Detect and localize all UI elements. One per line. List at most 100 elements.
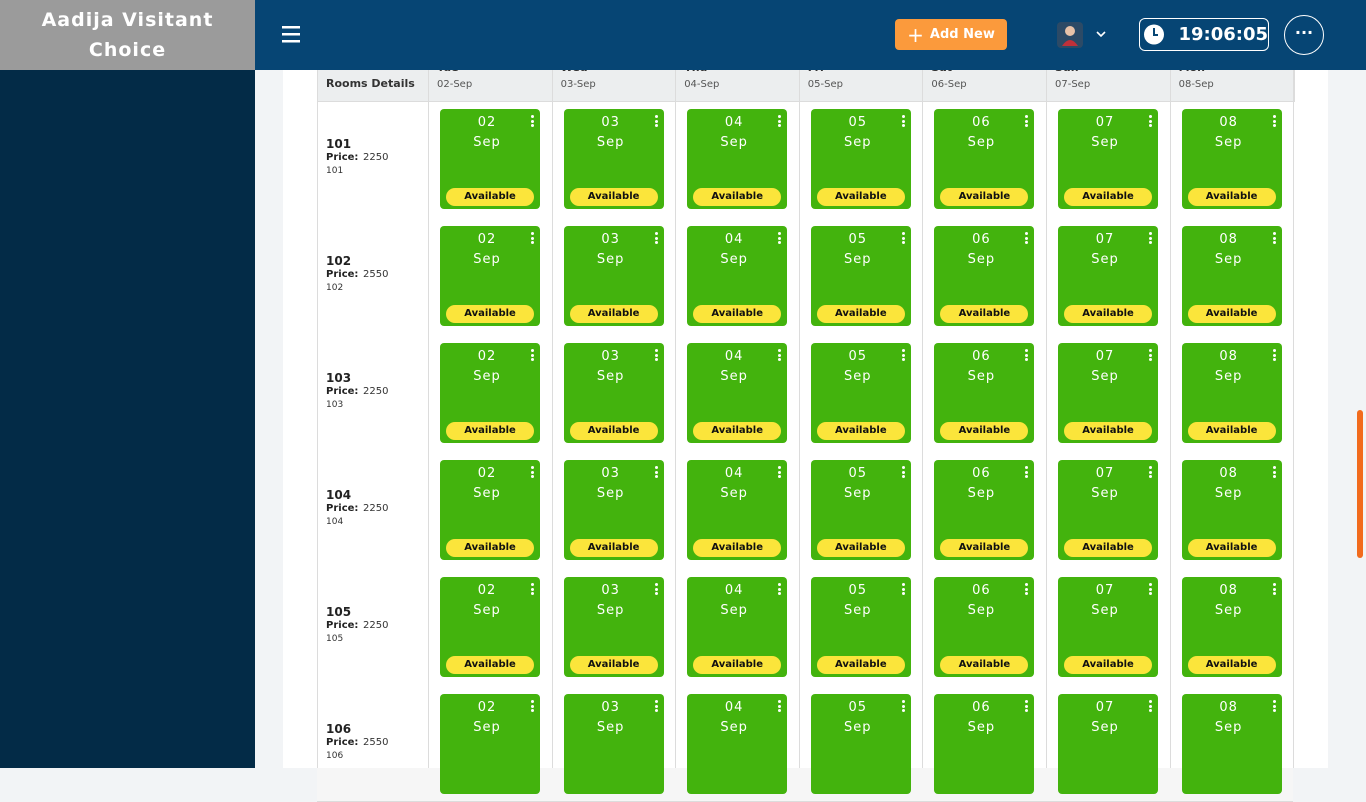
cell-day: 03	[601, 700, 620, 715]
date-cell[interactable]: 07 Sep Available	[1058, 226, 1158, 326]
cell-menu	[1272, 115, 1276, 129]
column-date: 02-Sep	[437, 79, 473, 90]
date-cell[interactable]: 03 Sep	[563, 694, 664, 794]
scrollbar-thumb[interactable]	[1357, 410, 1363, 558]
cell-month: Sep	[473, 369, 501, 384]
date-cell[interactable]: 03 Sep Available	[563, 343, 664, 443]
status-badge: Available	[1187, 305, 1276, 323]
cell-month: Sep	[844, 720, 872, 735]
cell-month: Sep	[596, 252, 625, 267]
cell-day: 02	[477, 466, 497, 481]
date-cell[interactable]: 04 Sep Available	[687, 226, 788, 326]
date-cell[interactable]: 08 Sep	[1181, 694, 1282, 794]
date-cell[interactable]: 06 Sep Available	[934, 577, 1035, 677]
cell-day: 04	[724, 115, 744, 130]
user-menu[interactable]	[1057, 21, 1113, 49]
cell-month: Sep	[720, 369, 748, 384]
cell-month: Sep	[596, 369, 625, 384]
date-cell[interactable]: 05 Sep Available	[810, 226, 911, 326]
cell-day: 04	[724, 700, 744, 715]
date-cell[interactable]: 08 Sep Available	[1181, 109, 1282, 209]
room-code: 106	[326, 751, 344, 761]
date-cell[interactable]: 03 Sep Available	[563, 460, 664, 560]
date-cell[interactable]: 02 Sep Available	[440, 343, 540, 443]
date-cell[interactable]: 03 Sep Available	[563, 109, 664, 209]
status-badge: Available	[446, 188, 534, 206]
add-new-label: Add New	[929, 27, 995, 42]
date-cell[interactable]: 04 Sep Available	[687, 343, 788, 443]
date-cell[interactable]: 05 Sep Available	[810, 343, 911, 443]
menu-button[interactable]	[282, 25, 300, 43]
cell-menu	[654, 349, 658, 363]
room-name: 104	[326, 488, 352, 502]
date-cell[interactable]: 05 Sep Available	[810, 460, 911, 560]
cell-day: 07	[1095, 583, 1115, 598]
cell-day: 06	[972, 700, 991, 715]
date-cell[interactable]: 04 Sep Available	[687, 577, 788, 677]
date-cell[interactable]: 07 Sep Available	[1058, 109, 1158, 209]
date-cell[interactable]: 05 Sep	[810, 694, 911, 794]
date-cell[interactable]: 02 Sep Available	[440, 460, 540, 560]
cell-month: Sep	[967, 603, 996, 618]
date-cell[interactable]: 04 Sep Available	[687, 109, 788, 209]
date-cell[interactable]: 04 Sep Available	[687, 460, 788, 560]
date-cell[interactable]: 05 Sep Available	[810, 577, 911, 677]
cell-day: 04	[724, 232, 744, 247]
cell-day: 06	[972, 466, 991, 481]
date-cell[interactable]: 06 Sep Available	[934, 109, 1035, 209]
date-cell[interactable]: 07 Sep Available	[1058, 577, 1158, 677]
cell-menu	[778, 232, 782, 246]
status-badge: Available	[446, 656, 534, 674]
date-cell[interactable]: 06 Sep Available	[934, 460, 1035, 560]
cell-menu	[901, 466, 905, 480]
add-new-button[interactable]: + Add New	[895, 19, 1007, 50]
cell-day: 03	[601, 583, 620, 598]
date-cell[interactable]: 02 Sep Available	[440, 226, 540, 326]
cell-month: Sep	[1214, 603, 1243, 618]
cell-day: 08	[1219, 232, 1238, 247]
status-badge: Available	[446, 305, 534, 323]
cell-day: 06	[972, 349, 991, 364]
date-cell[interactable]: 03 Sep Available	[563, 226, 664, 326]
status-badge: Available	[940, 188, 1029, 206]
cell-month: Sep	[720, 252, 748, 267]
brand[interactable]: Aadija Visitant Choice	[0, 0, 255, 70]
status-badge: Available	[940, 656, 1029, 674]
cell-month: Sep	[473, 135, 501, 150]
cell-menu	[1025, 349, 1029, 363]
date-cell[interactable]: 08 Sep Available	[1181, 226, 1282, 326]
date-cell[interactable]: 06 Sep Available	[934, 226, 1035, 326]
cell-month: Sep	[720, 603, 748, 618]
status-badge: Available	[569, 539, 658, 557]
cell-month: Sep	[1214, 135, 1243, 150]
corner-label: Rooms Details	[326, 77, 415, 90]
room-code: 102	[326, 283, 344, 293]
top-bar: + Add New 19:06:05 ···	[255, 0, 1366, 70]
date-cell[interactable]: 07 Sep Available	[1058, 460, 1158, 560]
date-cell[interactable]: 08 Sep Available	[1181, 343, 1282, 443]
cell-menu	[1025, 700, 1029, 714]
cell-month: Sep	[1091, 369, 1119, 384]
date-cell[interactable]: 02 Sep	[440, 694, 540, 794]
date-cell[interactable]: 08 Sep Available	[1181, 577, 1282, 677]
date-cell[interactable]: 02 Sep Available	[440, 109, 540, 209]
date-cell[interactable]: 07 Sep Available	[1058, 343, 1158, 443]
cell-month: Sep	[1214, 720, 1243, 735]
date-cell[interactable]: 02 Sep Available	[440, 577, 540, 677]
date-cell[interactable]: 08 Sep Available	[1181, 460, 1282, 560]
cell-month: Sep	[967, 720, 996, 735]
room-code: 105	[326, 634, 344, 644]
date-cell[interactable]: 06 Sep Available	[934, 343, 1035, 443]
date-cell[interactable]: 03 Sep Available	[563, 577, 664, 677]
column-divider	[428, 60, 429, 768]
date-cell[interactable]: 05 Sep Available	[810, 109, 911, 209]
status-badge: Available	[816, 656, 905, 674]
date-cell[interactable]: 04 Sep	[687, 694, 788, 794]
date-cell[interactable]: 06 Sep	[934, 694, 1035, 794]
cell-menu	[654, 466, 658, 480]
cell-menu	[901, 349, 905, 363]
cell-day: 05	[848, 583, 868, 598]
cell-month: Sep	[844, 486, 872, 501]
more-button[interactable]: ···	[1284, 15, 1324, 55]
date-cell[interactable]: 07 Sep	[1058, 694, 1158, 794]
